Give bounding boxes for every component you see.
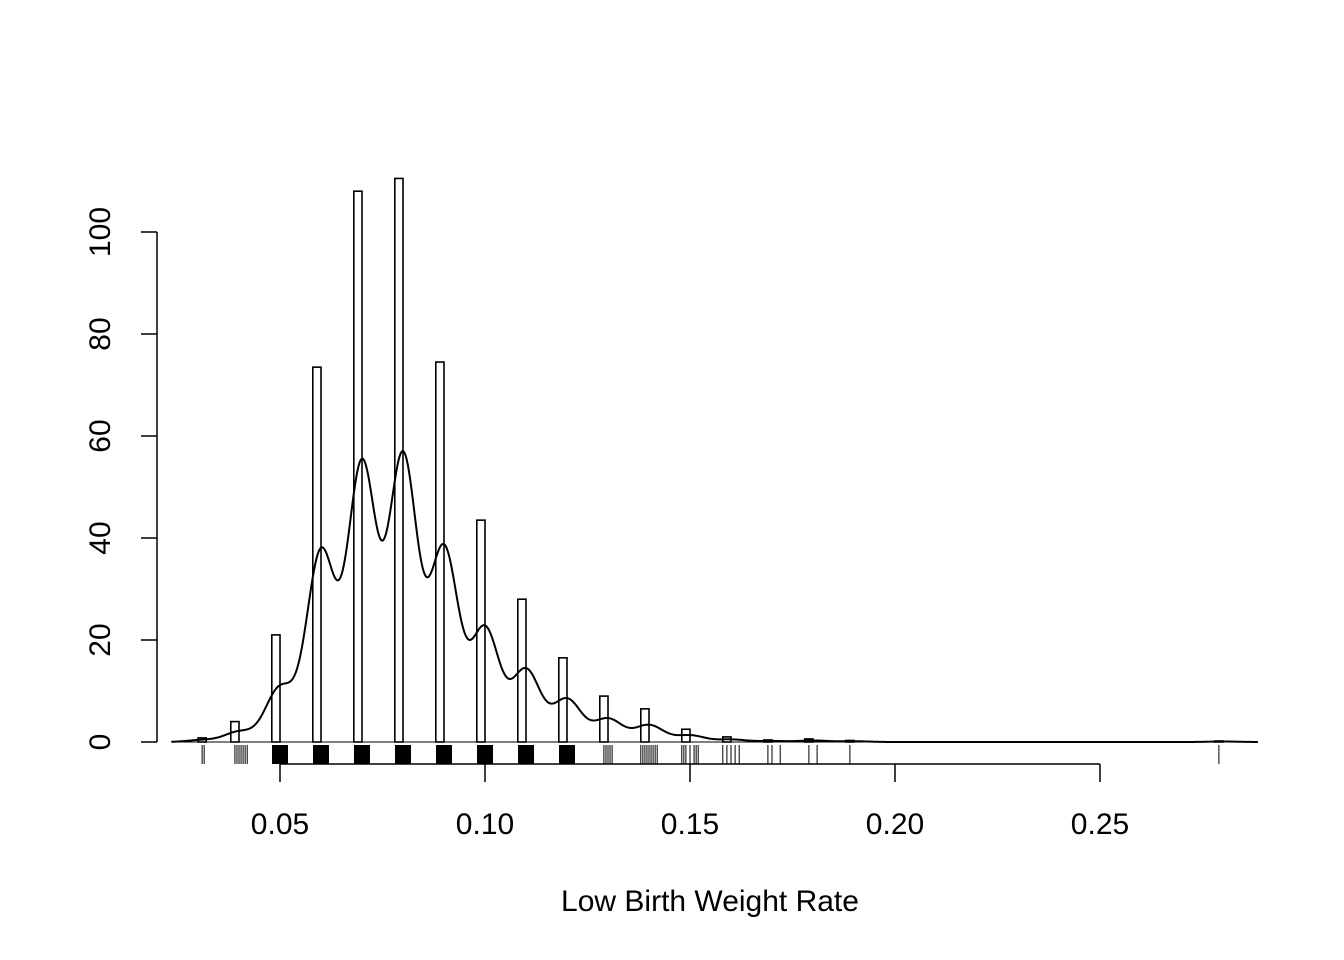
- x-tick-label: 0.05: [251, 808, 309, 841]
- x-axis: 0.05 0.10 0.15 0.20 0.25: [251, 763, 1129, 841]
- rug-cluster: [518, 745, 534, 764]
- rug-cluster: [313, 745, 329, 764]
- x-tick-label: 0.15: [661, 808, 719, 841]
- x-tick-label: 0.10: [456, 808, 514, 841]
- y-tick-label: 60: [84, 419, 117, 452]
- density-curve: [171, 450, 1258, 743]
- x-tick-label: 0.20: [866, 808, 924, 841]
- y-axis: 0 20 40 60 80 100: [84, 207, 158, 751]
- rug-cluster: [354, 745, 370, 764]
- rug-cluster: [477, 745, 493, 764]
- rug-cluster: [559, 745, 575, 764]
- rug-cluster: [272, 745, 288, 764]
- x-axis-title: Low Birth Weight Rate: [561, 885, 859, 918]
- x-tick-label: 0.25: [1071, 808, 1129, 841]
- histogram-bars: [197, 177, 1224, 743]
- rug-cluster: [395, 745, 411, 764]
- y-tick-label: 100: [84, 207, 117, 257]
- rug-marks: [201, 745, 1220, 764]
- y-tick-label: 20: [84, 623, 117, 656]
- y-tick-label: 40: [84, 521, 117, 554]
- y-tick-label: 0: [84, 734, 117, 751]
- y-tick-label: 80: [84, 317, 117, 350]
- rug-cluster: [436, 745, 452, 764]
